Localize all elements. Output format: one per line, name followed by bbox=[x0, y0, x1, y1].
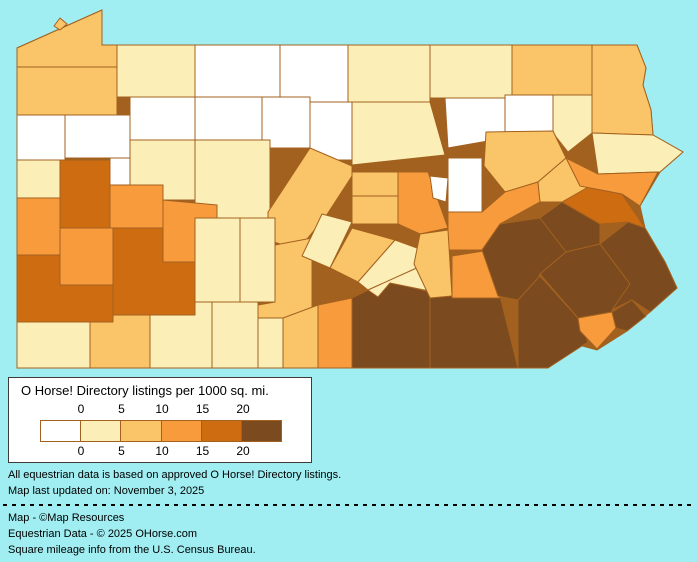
county-cambria bbox=[194, 217, 241, 303]
county-tioga bbox=[347, 44, 431, 103]
county-fulton bbox=[257, 317, 284, 369]
county-carbon bbox=[537, 157, 591, 203]
county-philadelphia bbox=[611, 299, 647, 332]
county-blair bbox=[239, 217, 276, 303]
county-mercer bbox=[16, 114, 66, 161]
legend-tick-top-15: 15 bbox=[195, 402, 210, 416]
legend-tick-bottom-15: 15 bbox=[195, 444, 210, 458]
legend-swatch-5 bbox=[241, 421, 282, 441]
note-data-source: All equestrian data is based on approved… bbox=[8, 469, 342, 481]
pennsylvania-county-choropleth-map bbox=[16, 9, 684, 369]
county-fayette bbox=[89, 314, 151, 369]
legend-tick-top-5: 5 bbox=[118, 402, 125, 416]
county-elk bbox=[194, 96, 263, 141]
county-delaware bbox=[577, 311, 617, 350]
legend-tick-bottom-5: 5 bbox=[118, 444, 125, 458]
county-snyder bbox=[351, 195, 399, 225]
county-warren bbox=[116, 44, 196, 98]
legend-swatch-4 bbox=[201, 421, 242, 441]
county-lawrence bbox=[16, 159, 61, 199]
county-venango bbox=[64, 114, 131, 159]
legend-tick-bottom-20: 20 bbox=[236, 444, 250, 458]
county-bedford bbox=[211, 301, 259, 369]
county-monroe bbox=[565, 157, 659, 207]
county-forest bbox=[129, 96, 196, 141]
legend-swatch-3 bbox=[161, 421, 202, 441]
county-montour bbox=[429, 175, 449, 203]
dashed-divider bbox=[3, 504, 694, 506]
county-crawford bbox=[16, 66, 118, 116]
credit-square-mileage: Square mileage info from the U.S. Census… bbox=[8, 544, 256, 556]
county-union bbox=[351, 171, 399, 197]
legend-tick-top-0: 0 bbox=[77, 402, 85, 416]
credit-equestrian-data: Equestrian Data - © 2025 OHorse.com bbox=[8, 528, 198, 540]
county-dauphin bbox=[413, 229, 453, 299]
county-lackawanna bbox=[552, 94, 593, 153]
legend-tick-bottom-10: 10 bbox=[155, 444, 169, 458]
county-wayne bbox=[591, 44, 654, 136]
county-clarion bbox=[109, 157, 131, 186]
county-allegheny bbox=[59, 227, 114, 286]
county-beaver bbox=[16, 197, 61, 256]
county-mckean bbox=[194, 44, 281, 98]
legend-swatch-2 bbox=[121, 421, 162, 441]
legend-color-ramp bbox=[40, 420, 282, 442]
county-presque-isle bbox=[53, 17, 68, 31]
county-pike bbox=[591, 132, 684, 175]
note-last-updated: Map last updated on: November 3, 2025 bbox=[8, 485, 205, 497]
county-adams bbox=[317, 297, 353, 369]
credit-map: Map - ©Map Resources bbox=[8, 512, 125, 524]
county-westmoreland bbox=[112, 227, 196, 316]
county-susquehanna bbox=[511, 44, 593, 96]
legend-title: O Horse! Directory listings per 1000 sq.… bbox=[21, 383, 269, 398]
county-lehigh bbox=[539, 201, 601, 253]
legend-tick-top-10: 10 bbox=[155, 402, 169, 416]
county-erie bbox=[16, 9, 118, 68]
county-york bbox=[351, 281, 431, 369]
legend-swatch-0 bbox=[41, 421, 82, 441]
legend-tick-bottom-0: 0 bbox=[77, 444, 85, 458]
county-armstrong bbox=[109, 184, 164, 231]
county-bradford bbox=[429, 44, 513, 99]
legend-swatch-1 bbox=[81, 421, 122, 441]
county-columbia bbox=[447, 157, 483, 213]
county-potter bbox=[279, 44, 349, 103]
map-canvas bbox=[16, 9, 684, 369]
county-bucks bbox=[599, 221, 678, 313]
county-northumberland bbox=[397, 171, 449, 235]
county-butler bbox=[59, 159, 111, 229]
legend-box: O Horse! Directory listings per 1000 sq.… bbox=[8, 377, 312, 463]
county-chester bbox=[517, 275, 589, 369]
legend-tick-top-20: 20 bbox=[236, 402, 250, 416]
county-greene bbox=[16, 321, 91, 369]
county-lycoming bbox=[351, 101, 446, 166]
